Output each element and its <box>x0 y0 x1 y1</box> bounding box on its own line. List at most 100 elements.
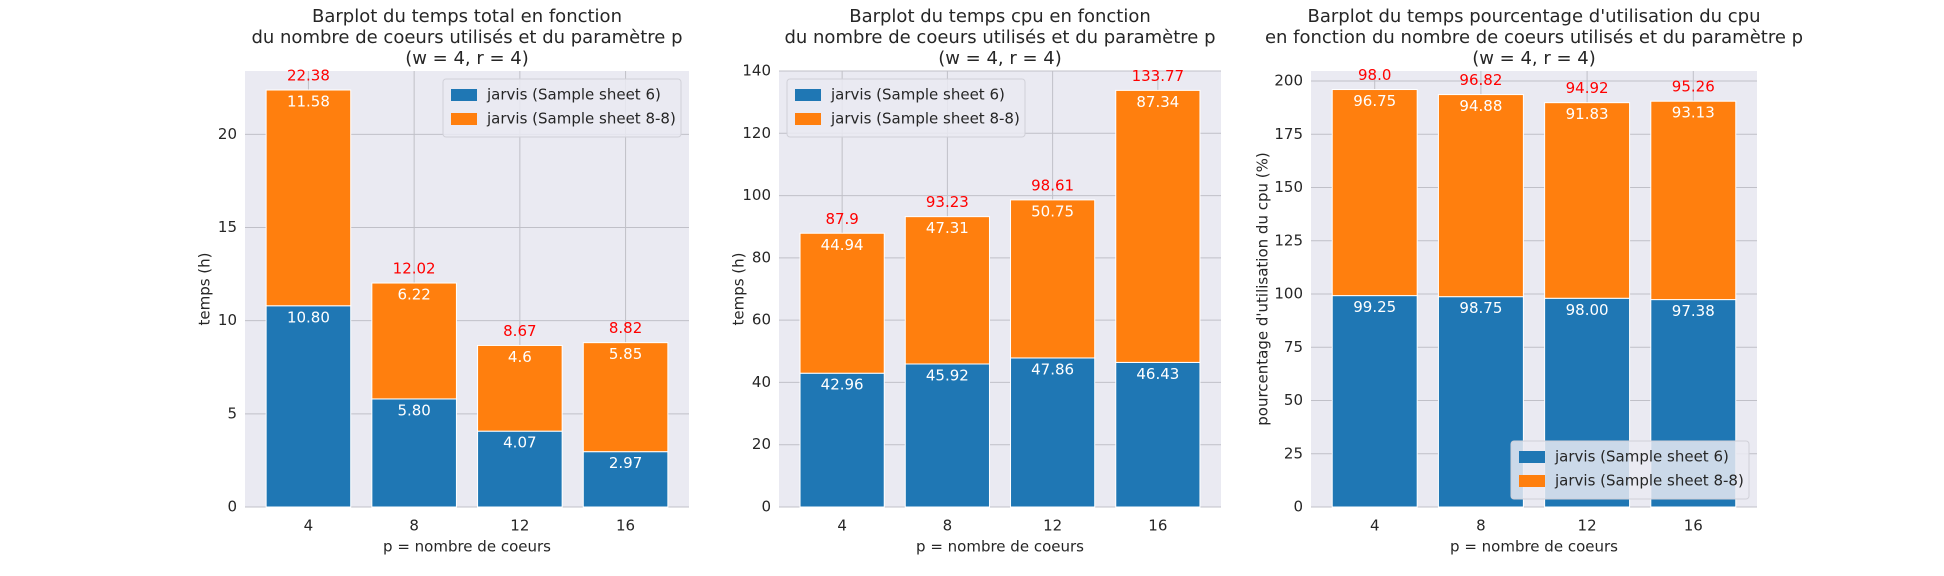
y-tick-label: 20 <box>218 125 237 143</box>
bar-segment <box>265 89 352 307</box>
y-tick-label: 100 <box>742 186 771 204</box>
y-tick-label: 175 <box>1274 125 1303 143</box>
bar-segment <box>1331 295 1418 508</box>
legend-label: jarvis (Sample sheet 6) <box>1554 448 1729 466</box>
value-label: 47.86 <box>1031 360 1074 378</box>
y-tick-label: 100 <box>1274 285 1303 303</box>
x-tick-label: 16 <box>616 517 635 535</box>
value-label: 4.6 <box>508 348 532 366</box>
value-label: 46.43 <box>1136 365 1179 383</box>
value-label: 47.31 <box>926 219 969 237</box>
value-label: 6.22 <box>397 286 430 304</box>
value-label: 91.83 <box>1566 105 1609 123</box>
value-label: 50.75 <box>1031 202 1074 220</box>
total-label: 12.02 <box>393 260 436 278</box>
bar-segment <box>1650 100 1737 301</box>
total-label: 96.82 <box>1459 71 1502 89</box>
y-tick-label: 0 <box>227 498 237 516</box>
legend-swatch <box>451 89 477 101</box>
chart-title: du nombre de coeurs utilisés et du param… <box>251 27 682 48</box>
y-tick-label: 200 <box>1274 72 1303 90</box>
bar-segment <box>904 363 990 508</box>
value-label: 5.85 <box>609 345 642 363</box>
value-label: 2.97 <box>609 454 642 472</box>
chart-title: du nombre de coeurs utilisés et du param… <box>784 27 1215 48</box>
bar-segment <box>1437 94 1524 298</box>
total-label: 98.61 <box>1031 176 1074 194</box>
bar-segment <box>1544 102 1631 299</box>
bar-segment <box>582 342 669 453</box>
legend-swatch <box>451 113 477 125</box>
legend-box <box>786 78 1026 138</box>
x-tick-label: 8 <box>409 517 419 535</box>
bar-segment <box>371 282 457 400</box>
y-tick-label: 50 <box>1284 391 1303 409</box>
y-tick-label: 60 <box>752 311 771 329</box>
legend-swatch <box>1519 451 1545 463</box>
bar-segment <box>1437 296 1524 508</box>
value-label: 87.34 <box>1136 93 1179 111</box>
bar-segment <box>1010 199 1096 359</box>
chart-title: en fonction du nombre de coeurs utilisés… <box>1265 27 1803 48</box>
y-tick-label: 150 <box>1274 178 1303 196</box>
legend-label: jarvis (Sample sheet 8-8) <box>486 110 676 128</box>
y-tick-label: 120 <box>742 124 771 142</box>
total-label: 94.92 <box>1566 79 1609 97</box>
bar-segment <box>265 305 352 508</box>
x-tick-label: 12 <box>1043 517 1062 535</box>
value-label: 94.88 <box>1459 97 1502 115</box>
legend-swatch <box>795 89 821 101</box>
bar-segment <box>799 372 885 508</box>
value-label: 4.07 <box>503 434 536 452</box>
total-label: 98.0 <box>1358 66 1391 84</box>
legend-swatch <box>1519 475 1545 487</box>
value-label: 45.92 <box>926 366 969 384</box>
x-tick-label: 12 <box>510 517 529 535</box>
total-label: 87.9 <box>825 210 858 228</box>
y-axis-label: temps (h) <box>730 252 748 325</box>
total-label: 22.38 <box>287 67 330 85</box>
chart-title: Barplot du temps total en fonction <box>312 6 622 27</box>
x-tick-label: 4 <box>1370 517 1380 535</box>
value-label: 5.80 <box>397 401 430 419</box>
total-label: 95.26 <box>1672 78 1715 96</box>
x-tick-label: 4 <box>304 517 314 535</box>
bar-segment <box>1010 357 1096 508</box>
chart-title: (w = 4, r = 4) <box>405 48 529 69</box>
x-tick-label: 8 <box>943 517 953 535</box>
legend-box <box>1510 440 1750 500</box>
y-axis-label: temps (h) <box>196 252 214 325</box>
legend-swatch <box>795 113 821 125</box>
total-label: 133.77 <box>1132 67 1185 85</box>
bar-segment <box>1115 361 1201 508</box>
y-axis-label: pourcentage d'utilisation du cpu (%) <box>1254 152 1272 425</box>
x-axis-label: p = nombre de coeurs <box>916 538 1084 556</box>
legend-label: jarvis (Sample sheet 6) <box>830 86 1005 104</box>
legend-label: jarvis (Sample sheet 6) <box>486 86 661 104</box>
y-tick-label: 140 <box>742 62 771 80</box>
value-label: 11.58 <box>287 93 330 111</box>
total-label: 8.82 <box>609 319 642 337</box>
value-label: 97.38 <box>1672 302 1715 320</box>
y-tick-label: 80 <box>752 248 771 266</box>
y-tick-label: 15 <box>218 218 237 236</box>
bar-segment <box>799 232 885 374</box>
y-tick-label: 5 <box>227 404 237 422</box>
y-tick-label: 25 <box>1284 444 1303 462</box>
value-label: 99.25 <box>1353 298 1396 316</box>
x-tick-label: 12 <box>1578 517 1597 535</box>
bar-segment <box>371 398 457 508</box>
x-tick-label: 16 <box>1684 517 1703 535</box>
y-tick-label: 125 <box>1274 231 1303 249</box>
y-tick-label: 10 <box>218 311 237 329</box>
y-tick-label: 0 <box>761 498 771 516</box>
value-label: 93.13 <box>1672 104 1715 122</box>
bar-segment <box>477 344 563 432</box>
value-label: 98.00 <box>1566 301 1609 319</box>
chart-title: (w = 4, r = 4) <box>938 48 1062 69</box>
chart-title: Barplot du temps pourcentage d'utilisati… <box>1307 6 1760 27</box>
y-tick-label: 40 <box>752 373 771 391</box>
x-tick-label: 4 <box>837 517 847 535</box>
